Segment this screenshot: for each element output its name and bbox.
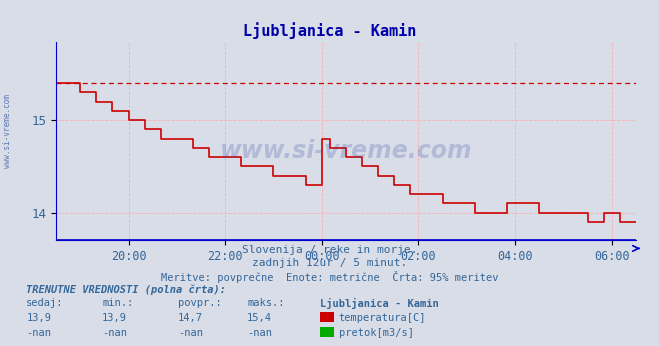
Text: Slovenija / reke in morje.: Slovenija / reke in morje. [242,245,417,255]
Text: pretok[m3/s]: pretok[m3/s] [339,328,414,338]
Text: maks.:: maks.: [247,298,285,308]
Text: Ljubljanica - Kamin: Ljubljanica - Kamin [320,298,438,309]
Text: -nan: -nan [178,328,203,338]
Text: TRENUTNE VREDNOSTI (polna črta):: TRENUTNE VREDNOSTI (polna črta): [26,284,226,295]
Text: zadnjih 12ur / 5 minut.: zadnjih 12ur / 5 minut. [252,258,407,268]
Text: Meritve: povprečne  Enote: metrične  Črta: 95% meritev: Meritve: povprečne Enote: metrične Črta:… [161,271,498,283]
Text: temperatura[C]: temperatura[C] [339,313,426,323]
Text: 15,4: 15,4 [247,313,272,323]
Text: -nan: -nan [102,328,127,338]
Text: -nan: -nan [26,328,51,338]
Text: min.:: min.: [102,298,133,308]
Text: Ljubljanica - Kamin: Ljubljanica - Kamin [243,22,416,39]
Text: 13,9: 13,9 [102,313,127,323]
Text: www.si-vreme.com: www.si-vreme.com [3,94,13,169]
Text: www.si-vreme.com: www.si-vreme.com [219,139,473,163]
Text: -nan: -nan [247,328,272,338]
Text: 14,7: 14,7 [178,313,203,323]
Text: sedaj:: sedaj: [26,298,64,308]
Text: 13,9: 13,9 [26,313,51,323]
Text: povpr.:: povpr.: [178,298,221,308]
